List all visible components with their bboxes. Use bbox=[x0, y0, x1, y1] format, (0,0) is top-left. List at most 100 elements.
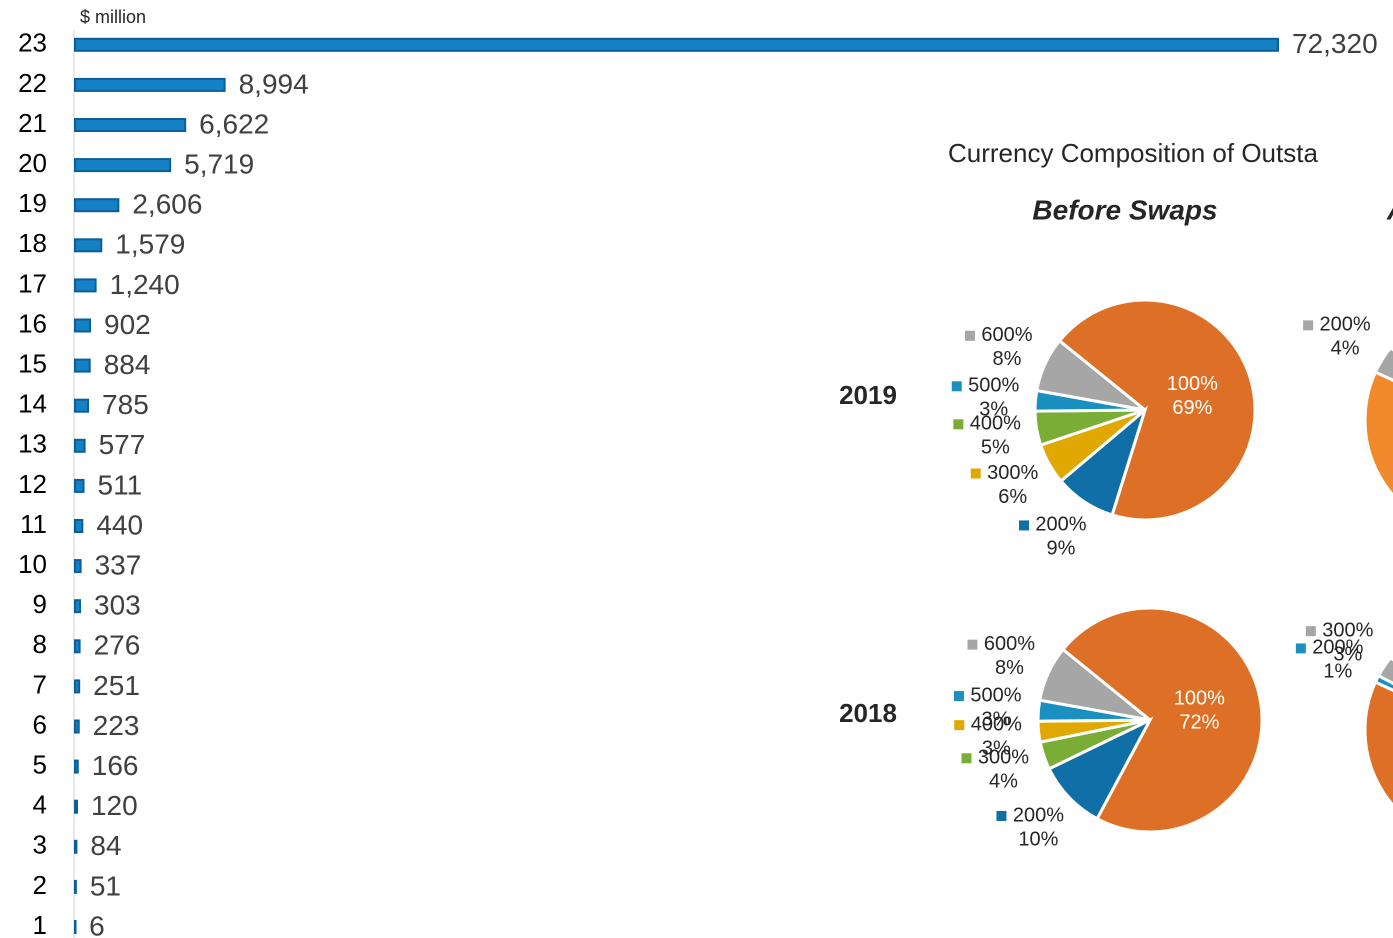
bar bbox=[74, 158, 172, 173]
slice-name: 500% bbox=[970, 684, 1021, 706]
bar bbox=[74, 639, 81, 654]
bar bbox=[74, 879, 77, 894]
category-label: 11 bbox=[20, 509, 47, 539]
slice-name: 600% bbox=[981, 324, 1032, 346]
category-label: 8 bbox=[33, 629, 47, 659]
bar bbox=[74, 478, 85, 493]
category-label: 4 bbox=[33, 790, 47, 820]
bar bbox=[74, 118, 187, 132]
legend-swatch bbox=[951, 381, 962, 392]
bar bbox=[74, 198, 120, 213]
slice-value: 72% bbox=[1179, 711, 1219, 733]
legend-swatch bbox=[1305, 626, 1316, 637]
value-label: 303 bbox=[94, 590, 141, 621]
legend-swatch bbox=[996, 810, 1007, 821]
legend-swatch bbox=[1295, 643, 1306, 654]
bar bbox=[74, 519, 84, 533]
value-label: 902 bbox=[104, 309, 151, 340]
slice-name: 500% bbox=[968, 375, 1019, 397]
value-label: 511 bbox=[98, 469, 143, 500]
value-label: 884 bbox=[104, 349, 151, 380]
slice-name: 200% bbox=[1320, 314, 1371, 336]
bar bbox=[74, 719, 80, 734]
legend-swatch bbox=[954, 720, 965, 731]
bar bbox=[74, 799, 78, 814]
category-label: 23 bbox=[18, 28, 47, 58]
subtitle: A bbox=[1386, 194, 1393, 225]
category-label: 14 bbox=[18, 389, 47, 419]
category-label: 9 bbox=[33, 589, 47, 619]
slice-value: 4% bbox=[1331, 338, 1360, 360]
slice-name: 200% bbox=[1312, 637, 1363, 659]
legend-swatch bbox=[953, 419, 964, 430]
category-label: 5 bbox=[33, 749, 47, 779]
value-label: 577 bbox=[99, 429, 146, 460]
legend-swatch bbox=[970, 468, 981, 479]
pie-title: Currency Composition of Outsta bbox=[948, 138, 1318, 168]
axis-label: $ million bbox=[80, 7, 146, 27]
category-label: 10 bbox=[18, 549, 47, 579]
slice-name: 400% bbox=[971, 713, 1022, 735]
pie-slice bbox=[1038, 647, 1151, 722]
slice-name: 200% bbox=[1035, 514, 1086, 536]
bar bbox=[74, 839, 78, 854]
pie-slice bbox=[1373, 345, 1393, 382]
value-label: 251 bbox=[93, 670, 140, 701]
pie-slice bbox=[1057, 298, 1257, 522]
legend-swatch bbox=[964, 330, 975, 341]
category-label: 18 bbox=[18, 228, 47, 258]
category-label: 2 bbox=[33, 870, 47, 900]
slice-name: 300% bbox=[978, 747, 1029, 769]
category-label: 21 bbox=[18, 108, 47, 138]
subtitle: Before Swaps bbox=[1032, 194, 1217, 225]
slice-value: 3% bbox=[982, 708, 1011, 730]
category-label: 12 bbox=[18, 469, 47, 499]
slice-name: 300% bbox=[1322, 619, 1373, 641]
category-label: 17 bbox=[18, 268, 47, 298]
legend-swatch bbox=[1018, 520, 1029, 531]
bar bbox=[74, 358, 91, 373]
bar bbox=[74, 759, 79, 774]
pie-slice bbox=[1376, 655, 1393, 686]
value-label: 1,579 bbox=[115, 229, 185, 260]
bar bbox=[74, 318, 92, 333]
slice-name: 300% bbox=[987, 462, 1038, 484]
slice-value: 3% bbox=[979, 399, 1008, 421]
slice-name: 200% bbox=[1013, 804, 1064, 826]
value-label: 440 bbox=[96, 509, 143, 540]
value-label: 120 bbox=[91, 790, 138, 821]
slice-value: 5% bbox=[981, 437, 1010, 459]
category-label: 20 bbox=[18, 148, 47, 178]
slice-name: 400% bbox=[970, 413, 1021, 435]
legend-swatch bbox=[1303, 320, 1314, 331]
pie-slice bbox=[1363, 342, 1393, 498]
value-label: 5,719 bbox=[184, 148, 254, 179]
pie-slice bbox=[1060, 606, 1264, 834]
pie-slice bbox=[1034, 338, 1146, 412]
slice-value: 4% bbox=[989, 771, 1018, 793]
value-label: 6,622 bbox=[199, 108, 269, 139]
legend-swatch bbox=[967, 639, 978, 650]
bar bbox=[74, 77, 226, 92]
slice-value: 3% bbox=[1333, 643, 1362, 665]
row-label: 2018 bbox=[839, 698, 897, 728]
value-label: 223 bbox=[93, 710, 140, 741]
row-label: 2019 bbox=[839, 380, 897, 410]
slice-value: 6% bbox=[998, 486, 1027, 508]
slice-value: 8% bbox=[993, 348, 1022, 370]
value-label: 51 bbox=[90, 870, 121, 901]
slice-name: 100% bbox=[1167, 373, 1218, 395]
category-label: 22 bbox=[18, 68, 47, 98]
slice-value: 8% bbox=[995, 657, 1024, 679]
legend-swatch bbox=[961, 753, 972, 764]
slice-value: 10% bbox=[1018, 828, 1058, 850]
bar bbox=[74, 37, 1279, 52]
slice-value: 69% bbox=[1172, 397, 1212, 419]
category-label: 3 bbox=[33, 830, 47, 860]
category-label: 6 bbox=[33, 709, 47, 739]
value-label: 2,606 bbox=[132, 189, 202, 220]
value-label: 785 bbox=[102, 389, 149, 420]
value-label: 166 bbox=[92, 750, 139, 781]
bar bbox=[74, 679, 81, 694]
